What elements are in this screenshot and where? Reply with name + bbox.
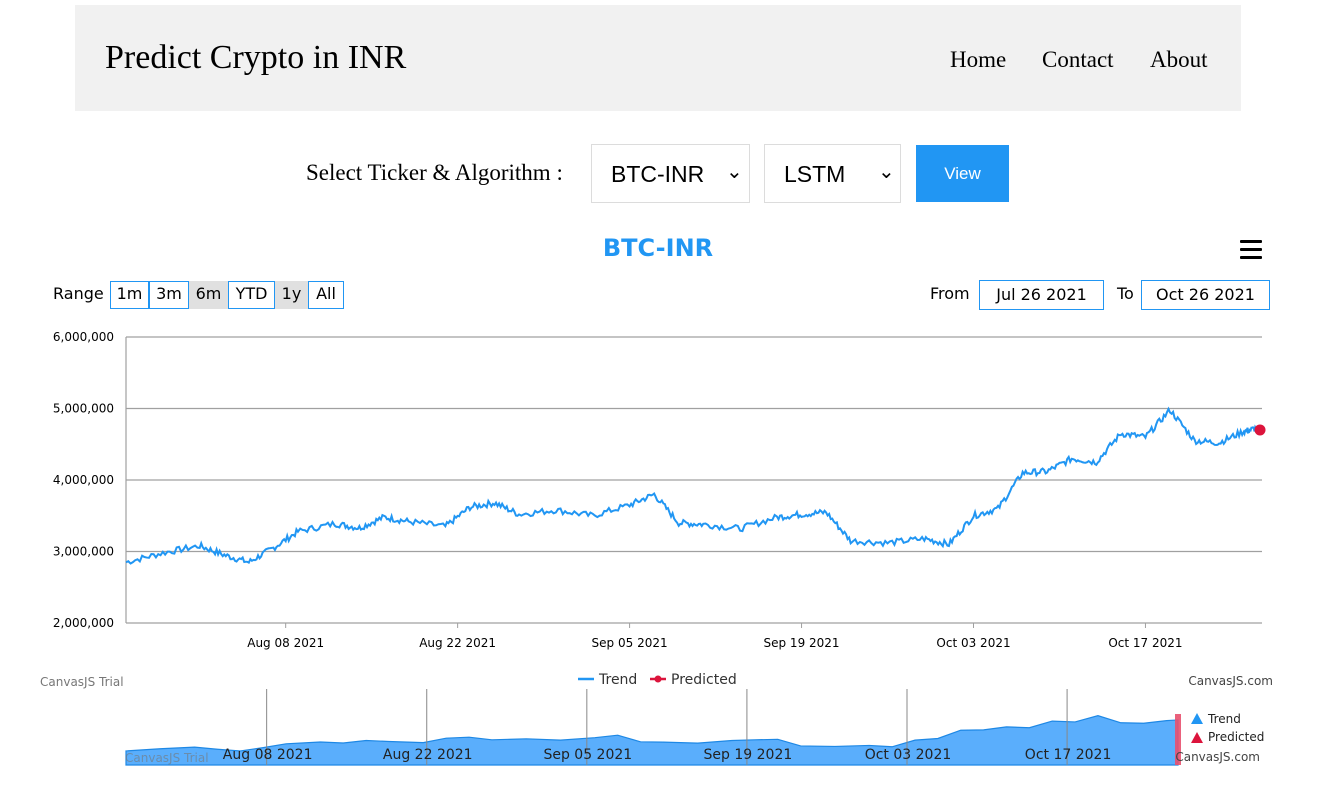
to-label: To	[1117, 284, 1134, 303]
from-label: From	[930, 284, 970, 303]
x-tick-label: Sep 05 2021	[592, 636, 668, 650]
nav-about[interactable]: About	[1150, 47, 1208, 72]
predicted-point	[1254, 424, 1266, 436]
header-bar: Predict Crypto in INR Home Contact About	[75, 5, 1241, 111]
legend-predicted-dot	[654, 675, 662, 683]
navigator-site-watermark: CanvasJS.com	[1175, 750, 1260, 764]
x-tick-label: Aug 08 2021	[247, 636, 324, 650]
navigator-legend-trend-label: Trend	[1207, 712, 1241, 726]
to-date-input[interactable]: Oct 26 2021	[1141, 280, 1270, 310]
algorithm-select[interactable]: LSTM ⌄	[764, 144, 901, 203]
navigator-x-label: Sep 05 2021	[543, 747, 632, 763]
hamburger-menu-icon[interactable]	[1240, 240, 1262, 259]
nav-contact[interactable]: Contact	[1042, 47, 1114, 72]
y-tick-label: 6,000,000	[53, 330, 114, 344]
brand-title[interactable]: Predict Crypto in INR	[105, 39, 407, 76]
algorithm-select-value: LSTM	[784, 161, 846, 187]
canvasjs-trial-watermark: CanvasJS Trial	[40, 675, 124, 689]
ticker-select[interactable]: BTC-INR ⌄	[591, 144, 750, 203]
range-button-ytd[interactable]: YTD	[228, 281, 275, 309]
navigator-x-label: Aug 22 2021	[383, 747, 473, 763]
ticker-select-value: BTC-INR	[611, 161, 705, 187]
x-tick-label: Oct 17 2021	[1108, 636, 1182, 650]
y-tick-label: 5,000,000	[53, 402, 114, 416]
chevron-down-icon: ⌄	[726, 161, 743, 183]
navigator-legend-predicted-marker	[1191, 732, 1203, 743]
legend-predicted-label: Predicted	[671, 672, 737, 688]
range-button-1m[interactable]: 1m	[110, 281, 149, 309]
x-tick-label: Sep 19 2021	[764, 636, 840, 650]
y-tick-label: 4,000,000	[53, 473, 114, 487]
navigator-predicted-band	[1175, 714, 1181, 765]
view-button[interactable]: View	[916, 145, 1009, 202]
nav-home[interactable]: Home	[950, 47, 1007, 72]
navigator-trial-watermark: CanvasJS Trial	[125, 751, 209, 765]
canvasjs-site-watermark: CanvasJS.com	[1188, 674, 1273, 688]
selector-label: Select Ticker & Algorithm :	[306, 160, 563, 185]
range-button-3m[interactable]: 3m	[149, 281, 189, 309]
from-date-input[interactable]: Jul 26 2021	[979, 280, 1104, 310]
y-tick-label: 3,000,000	[53, 545, 114, 559]
legend-trend-label: Trend	[598, 672, 637, 688]
trend-series-line	[125, 406, 1257, 565]
navigator-x-label: Oct 03 2021	[865, 747, 952, 763]
navigator-x-label: Sep 19 2021	[704, 747, 793, 763]
x-tick-label: Aug 22 2021	[419, 636, 496, 650]
navigator-legend-predicted-label: Predicted	[1208, 730, 1264, 744]
range-button-6m[interactable]: 6m	[189, 281, 228, 309]
navigator-legend-trend-marker	[1191, 713, 1203, 724]
chart-title: BTC-INR	[602, 234, 714, 262]
x-tick-label: Oct 03 2021	[936, 636, 1010, 650]
navigator-x-label: Aug 08 2021	[223, 747, 313, 763]
y-tick-label: 2,000,000	[53, 616, 114, 630]
chevron-down-icon: ⌄	[878, 161, 895, 183]
range-label: Range	[53, 284, 104, 303]
navigator-x-label: Oct 17 2021	[1025, 747, 1112, 763]
range-button-all[interactable]: All	[308, 281, 344, 309]
range-button-1y[interactable]: 1y	[275, 281, 308, 309]
